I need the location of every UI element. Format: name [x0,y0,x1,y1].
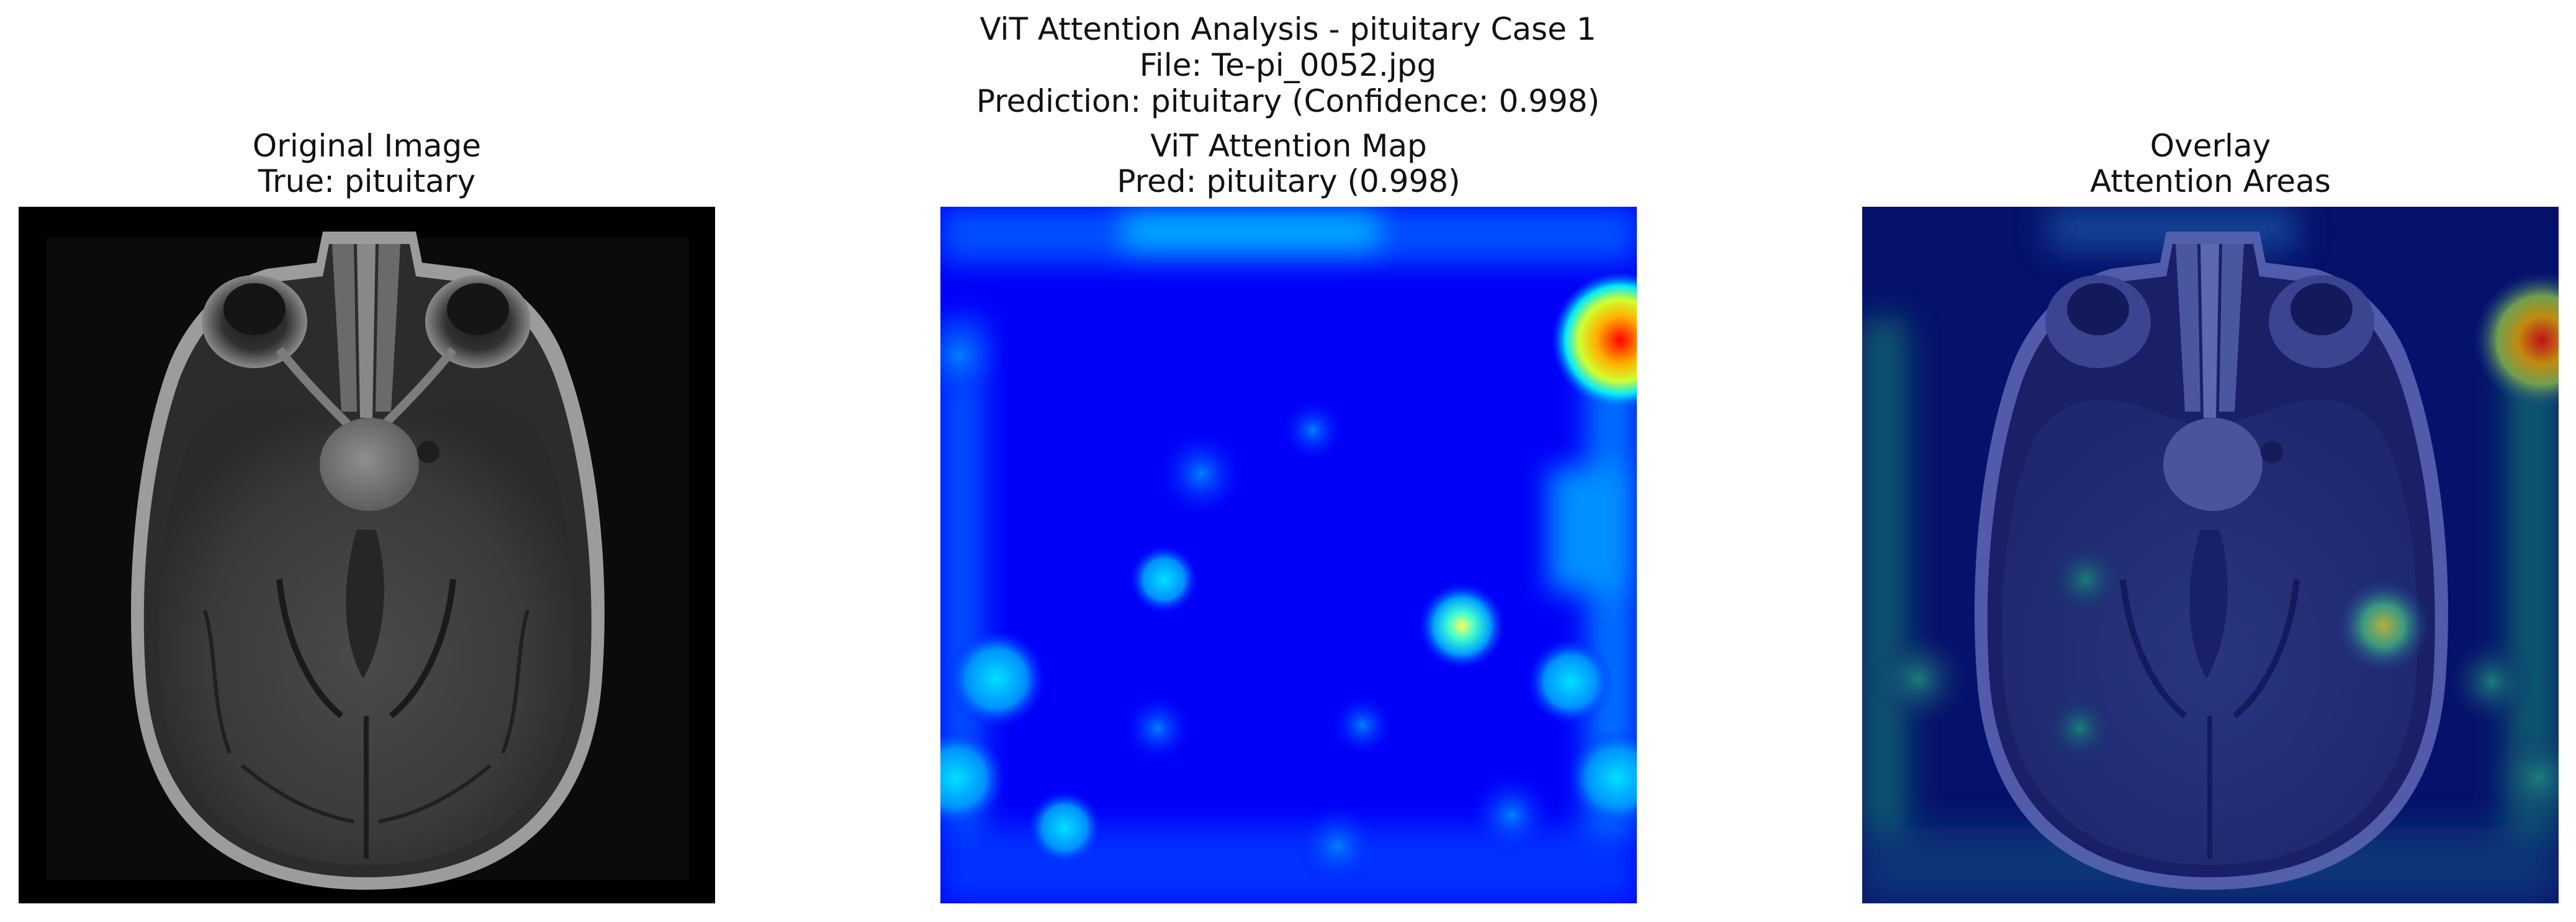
attention-overlay [1862,207,2559,903]
mri-brain-scan [19,207,715,903]
original-image-title: Original Image True: pituitary [0,129,801,199]
original-image-title-line-1: Original Image [252,128,482,164]
original-image-title-line-2: True: pituitary [258,163,476,199]
original-mri-image [19,207,715,903]
attention-map-title: ViT Attention Map Pred: pituitary (0.998… [854,129,1723,199]
attention-heatmap [940,207,1637,903]
figure-title-line-1: ViT Attention Analysis - pituitary Case … [980,11,1596,47]
overlay-title-line-2: Attention Areas [2090,163,2331,199]
attention-heatmap-image [940,207,1637,903]
figure-title-line-3: Prediction: pituitary (Confidence: 0.998… [976,83,1600,119]
attention-map-title-line-2: Pred: pituitary (0.998) [1117,163,1461,199]
figure-title-line-2: File: Te-pi_0052.jpg [1139,47,1437,83]
attention-map-title-line-1: ViT Attention Map [1150,128,1427,164]
attention-overlay-image [1862,207,2559,903]
overlay-title: Overlay Attention Areas [1776,129,2576,199]
overlay-title-line-1: Overlay [2150,128,2271,164]
figure-title: ViT Attention Analysis - pituitary Case … [0,11,2576,119]
